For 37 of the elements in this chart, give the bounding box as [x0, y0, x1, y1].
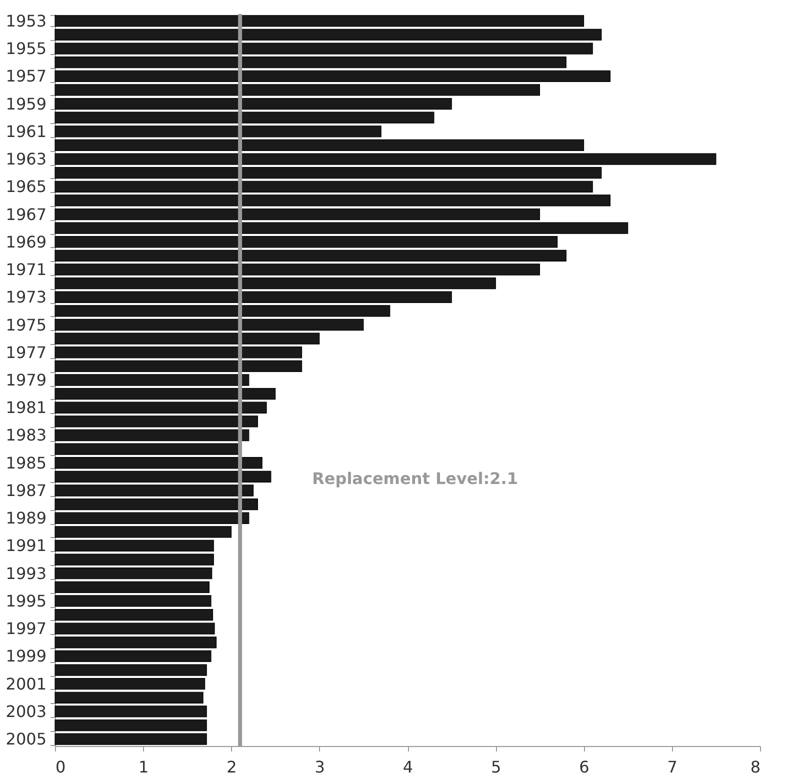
x-tick-label: 8: [750, 758, 760, 776]
y-tick-label: 2001: [6, 674, 46, 694]
y-tick-label: 1989: [6, 508, 46, 528]
y-tick-label: 1981: [6, 398, 46, 418]
y-tick-label: 1963: [6, 150, 46, 169]
y-tick-label: 1967: [6, 204, 46, 224]
y-tick-label: 1953: [6, 11, 46, 30]
y-tick-label: 1955: [6, 39, 46, 58]
y-tick-label: 1999: [6, 646, 46, 666]
x-tick-label: 7: [667, 758, 678, 776]
y-tick-label: 1985: [6, 453, 46, 472]
y-tick-label: 1997: [6, 619, 46, 638]
x-tick-label: 4: [402, 758, 414, 776]
y-tick-label: 1973: [6, 288, 46, 307]
x-tick-label: 2: [226, 758, 237, 776]
y-tick-label: 2005: [6, 730, 46, 749]
y-tick-label: 1975: [6, 315, 46, 334]
y-tick-label: 1965: [6, 177, 46, 196]
y-tick-label: 1993: [6, 564, 46, 583]
y-tick-label: 1969: [6, 232, 46, 252]
ref-line-label: Replacement Level:2.1: [312, 468, 518, 488]
y-tick-label: 1991: [6, 536, 46, 556]
y-tick-label: 1979: [6, 370, 46, 390]
y-tick-label: 1957: [6, 66, 46, 86]
x-tick-label: 5: [491, 758, 502, 776]
y-tick-label: 2003: [6, 702, 46, 721]
x-tick-label: 1: [138, 758, 149, 776]
y-tick-label: 1961: [6, 122, 46, 141]
y-tick-label: 1995: [6, 591, 46, 610]
x-tick-label: 6: [579, 758, 590, 776]
y-tick-label: 1971: [6, 260, 46, 280]
x-tick-label: 0: [56, 758, 66, 776]
y-tick-label: 1977: [6, 342, 46, 362]
y-tick-label: 1959: [6, 94, 46, 114]
y-tick-label: 1987: [6, 480, 46, 500]
x-tick-label: 3: [314, 758, 325, 776]
y-tick-label: 1983: [6, 426, 46, 445]
